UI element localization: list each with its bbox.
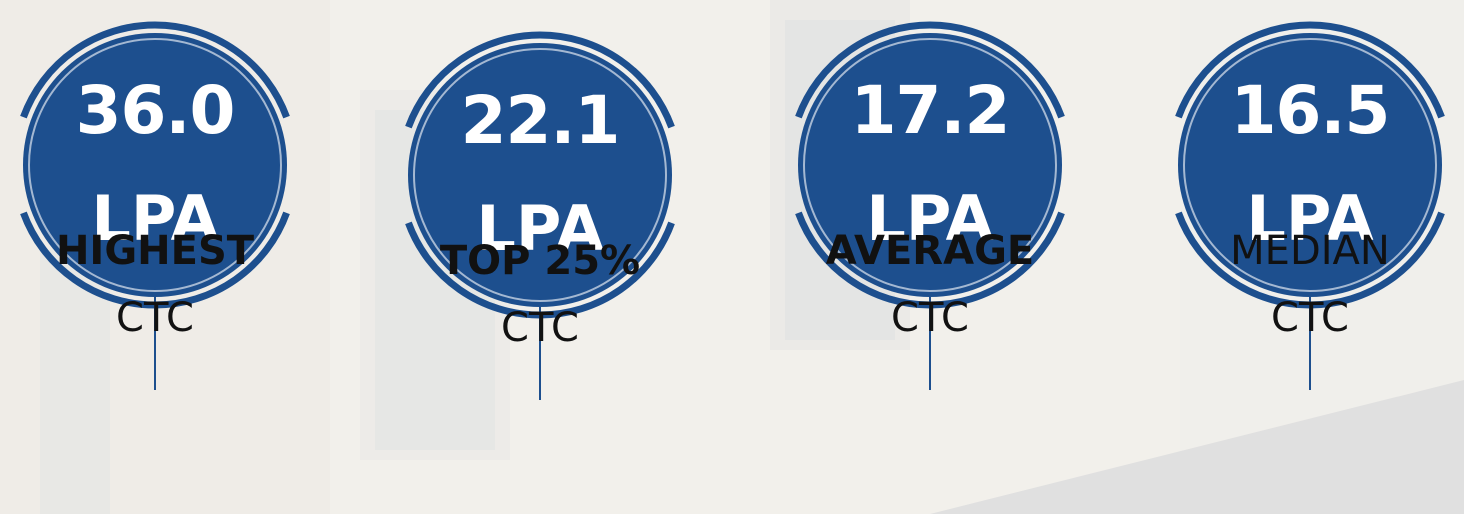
stat-label: CTC — [116, 295, 194, 341]
stat-label: AVERAGE — [826, 228, 1034, 274]
stat-value: 17.2 — [851, 72, 1010, 149]
stat-label: CTC — [501, 305, 579, 351]
stat-value: 16.5 — [1231, 72, 1390, 149]
stat-label: CTC — [1271, 295, 1349, 341]
stat-label: CTC — [891, 295, 969, 341]
stat-value: 36.0 — [76, 72, 235, 149]
stat-label: HIGHEST — [56, 228, 255, 274]
stat-label: TOP 25% — [440, 238, 640, 284]
infographic: 36.0LPAHIGHESTCTC22.1LPATOP 25%CTC17.2LP… — [0, 0, 1464, 514]
page: 36.0LPAHIGHESTCTC22.1LPATOP 25%CTC17.2LP… — [0, 0, 1464, 514]
stat-value: 22.1 — [461, 82, 620, 159]
stat-label: MEDIAN — [1230, 228, 1390, 274]
